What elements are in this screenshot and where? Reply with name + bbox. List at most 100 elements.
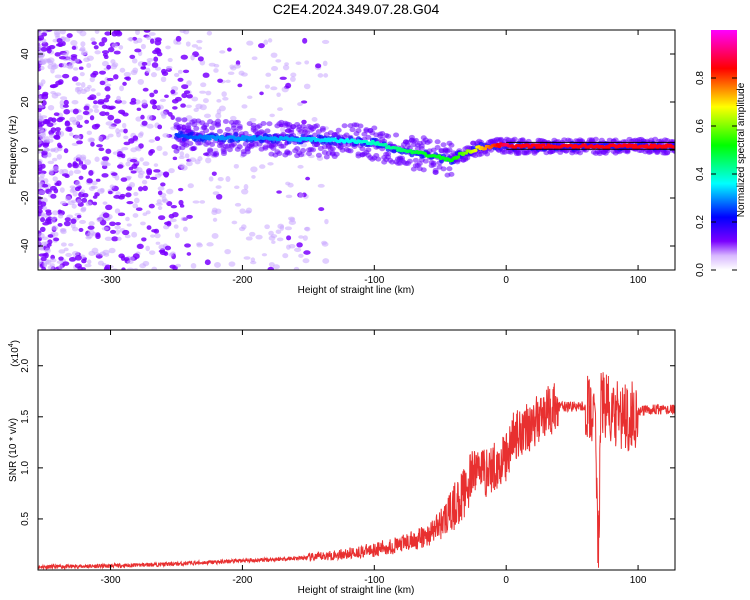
noise-point [51,157,58,162]
noise-point [53,237,60,242]
spectrogram-y-tick-label-2: 0 [20,147,31,153]
noise-point [80,41,86,47]
noise-point [154,37,162,42]
noise-point [180,216,188,222]
noise-point [121,267,126,270]
noise-point [166,220,172,227]
ridge-halo [187,140,194,146]
snr-background [38,330,675,570]
snr-y-axis: 0.5 1.0 1.5 2.0 [20,358,675,526]
noise-point [79,72,85,77]
noise-point [264,84,270,89]
noise-point [133,197,140,204]
noise-point [120,177,128,182]
ridge-halo [264,128,271,134]
noise-point [63,99,69,106]
noise-point [97,260,105,266]
noise-point [202,98,209,104]
noise-point [114,208,121,214]
noise-point [116,153,124,158]
noise-point [105,148,112,154]
noise-point [275,229,282,234]
noise-point [96,92,101,97]
ridge-halo [222,119,229,125]
noise-point [211,209,218,216]
noise-point [58,264,63,270]
noise-point [87,84,92,89]
noise-point [208,176,214,182]
noise-point [146,169,152,176]
noise-point [63,247,69,252]
spectrogram-x-label: Height of straight line (km) [298,285,415,296]
noise-point [87,96,94,101]
noise-point [182,226,188,232]
ridge-halo [266,121,273,127]
noise-point [103,253,110,257]
noise-point [200,82,207,88]
noise-point [123,135,129,140]
noise-point [148,203,155,209]
colorbar-tick-label-0: 0.0 [695,263,706,277]
noise-point [295,61,302,65]
noise-point [298,192,304,199]
svg-text:(x104): (x104) [8,340,21,367]
noise-point [153,56,159,62]
noise-point [175,263,181,268]
noise-point [92,70,99,76]
noise-point [301,119,307,125]
noise-point [173,224,179,229]
ridge-halo [335,127,342,133]
noise-point [240,72,248,77]
noise-point [199,200,206,204]
noise-point [136,243,144,250]
noise-point [157,205,163,211]
ridge-halo [446,166,453,172]
noise-point [47,265,55,270]
noise-point [114,225,121,230]
noise-point [64,217,71,222]
noise-point [267,38,273,43]
noise-point [125,161,131,167]
noise-point [230,115,237,121]
noise-point [97,188,105,194]
noise-point [161,71,169,76]
noise-point [146,225,152,230]
noise-point [197,156,203,162]
noise-point [141,237,147,242]
noise-point [182,69,190,74]
ridge-halo [446,147,453,153]
noise-point [290,76,296,82]
noise-point [172,156,178,161]
noise-point [110,229,117,234]
colorbar: 0.0 0.2 0.4 0.6 0.8 Normalized spectral ampl… [695,30,747,277]
noise-point [311,117,318,122]
noise-point [146,123,154,129]
noise-point [151,229,158,233]
noise-point [137,173,144,179]
ridge-core [647,146,652,150]
noise-point [76,124,83,128]
ridge-halo [432,167,439,173]
ridge-core [252,135,257,139]
noise-point [38,205,44,210]
noise-point [70,39,78,46]
noise-point [184,153,190,159]
noise-point [102,201,108,205]
noise-point [107,133,114,138]
noise-point [217,176,224,182]
ridge-core [541,143,546,147]
noise-point [85,201,92,207]
noise-point [234,202,242,207]
ridge-halo [375,156,382,162]
noise-point [119,67,126,73]
noise-point [125,192,132,198]
noise-point [233,163,239,169]
noise-point [285,181,291,186]
noise-point [183,90,191,95]
ridge-halo [412,157,419,163]
snr-y-tick-label-2: 1.5 [20,409,31,423]
ridge-halo [399,155,405,161]
noise-point [108,125,116,130]
noise-point [43,178,49,184]
noise-point [302,235,308,241]
